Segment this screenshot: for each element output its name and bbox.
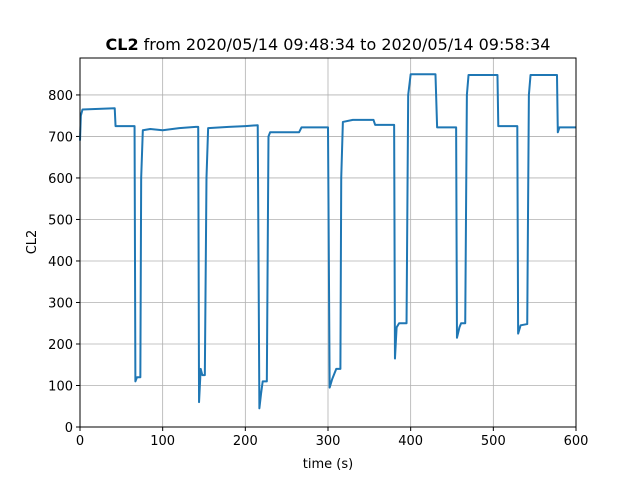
y-axis-label: CL2 bbox=[25, 230, 40, 255]
chart-title: CL2 from 2020/05/14 09:48:34 to 2020/05/1… bbox=[106, 35, 551, 54]
x-axis-label: time (s) bbox=[303, 457, 353, 472]
plot-frame bbox=[79, 57, 577, 428]
y-tick-label: 0 bbox=[65, 421, 73, 436]
y-tick-label: 100 bbox=[48, 379, 73, 394]
data-line bbox=[79, 73, 576, 410]
x-tick-label: 0 bbox=[76, 434, 84, 449]
title-bold: CL2 bbox=[106, 35, 139, 54]
y-tick-label: 600 bbox=[48, 172, 73, 187]
x-tick-label: 400 bbox=[398, 434, 423, 449]
x-tick-label: 500 bbox=[481, 434, 506, 449]
y-tick-label: 700 bbox=[48, 130, 73, 145]
y-tick-label: 500 bbox=[48, 213, 73, 228]
title-rest: from 2020/05/14 09:48:34 to 2020/05/14 0… bbox=[144, 35, 551, 54]
y-tick-label: 300 bbox=[48, 296, 73, 311]
x-tick-label: 600 bbox=[564, 434, 589, 449]
x-tick-label: 300 bbox=[316, 434, 341, 449]
x-tick-label: 200 bbox=[233, 434, 258, 449]
y-tick-label: 200 bbox=[48, 338, 73, 353]
y-tick-label: 400 bbox=[48, 255, 73, 270]
y-tick-label: 800 bbox=[48, 89, 73, 104]
x-tick-label: 100 bbox=[150, 434, 175, 449]
